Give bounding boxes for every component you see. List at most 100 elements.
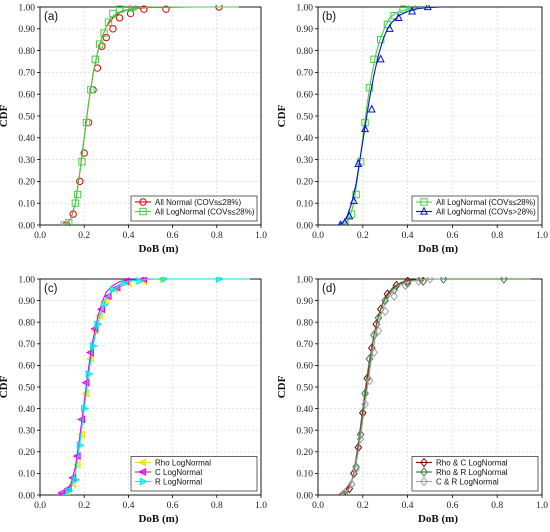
series-2: [337, 5, 442, 225]
x-tick-label: 0.8: [211, 501, 223, 511]
legend-swatch-marker: [139, 207, 147, 216]
y-tick-label: 0.20: [18, 178, 35, 188]
x-tick-label: 0.6: [446, 501, 458, 511]
data-point: [60, 221, 69, 225]
series-3: [61, 277, 250, 495]
y-tick-label: 0.70: [296, 340, 313, 350]
y-tick-label: 0.60: [18, 91, 35, 101]
x-axis-label: DoB (m): [418, 513, 458, 525]
data-point: [401, 280, 410, 291]
series-line: [340, 278, 442, 495]
panel-label: (d): [322, 283, 336, 295]
chart-panel-2: 0.0 0.2 0.4 0.6 0.8 1.0 0.00 0.10 0.20 0.30 0.40 0.…: [276, 3, 548, 255]
chart-panel-3: 0.0 0.2 0.4 0.6 0.8 1.0 0.00 0.10 0.20 0.30 0.40 0.…: [0, 275, 267, 525]
x-tick-label: 0.6: [446, 231, 458, 241]
y-tick-label: 0.60: [296, 362, 313, 372]
data-point: [140, 5, 148, 13]
x-tick-label: 0.8: [491, 231, 503, 241]
y-tick-label: 0.10: [296, 470, 313, 480]
chart-panel-1: 0.0 0.2 0.4 0.6 0.8 1.0 0.00 0.10 0.20 0.30 0.40 0.…: [0, 3, 267, 255]
x-tick-label: 0.0: [312, 231, 324, 241]
data-point: [80, 149, 88, 157]
x-tick-label: 0.4: [122, 231, 134, 241]
data-point: [390, 291, 399, 302]
y-tick-label: 0.10: [18, 200, 35, 210]
y-tick-label: 0.50: [18, 112, 35, 122]
legend-label: All LogNormal (COVs≤28%): [155, 207, 255, 216]
legend-label: Rho & R LogNormal: [436, 468, 508, 477]
panel-label: (c): [44, 283, 58, 295]
legend-label: Rho LogNormal: [155, 458, 211, 467]
data-point: [85, 370, 94, 379]
data-point: [115, 14, 124, 22]
y-tick-label: 1.00: [18, 3, 35, 13]
data-point: [367, 104, 376, 113]
data-point: [376, 54, 385, 63]
data-point: [120, 279, 129, 288]
legend: All LogNormal (COVs≤28%)All LogNormal (C…: [411, 195, 539, 222]
data-point: [89, 341, 98, 350]
data-point: [109, 9, 117, 18]
data-point: [109, 25, 117, 33]
data-point: [91, 55, 99, 64]
y-tick-label: 0.20: [296, 448, 313, 458]
data-point: [72, 475, 81, 484]
legend-item: C & R LogNormal: [416, 476, 499, 487]
y-tick-label: 0.20: [296, 178, 313, 188]
data-point: [370, 347, 378, 358]
data-point: [361, 124, 370, 133]
series-line: [337, 6, 442, 225]
data-point: [71, 199, 80, 207]
data-point: [352, 190, 360, 199]
legend-item: All LogNormal (COVs>28%): [416, 206, 536, 216]
legend-box: [130, 195, 258, 222]
data-point: [57, 488, 66, 495]
data-point: [94, 320, 103, 329]
chart-panel-4: 0.0 0.2 0.4 0.6 0.8 1.0 0.00 0.10 0.20 0.30 0.40 0.…: [276, 275, 548, 525]
legend-swatch-marker: [420, 467, 428, 477]
data-point: [81, 404, 90, 413]
data-point: [365, 83, 374, 92]
x-tick-label: 1.0: [255, 231, 267, 241]
legend-item: All Normal (COVs≤28%): [135, 198, 242, 207]
data-point: [394, 12, 403, 21]
y-tick-label: 0.00: [296, 491, 313, 501]
y-tick-label: 0.80: [18, 319, 35, 329]
data-point: [374, 326, 383, 336]
legend-item: C LogNormal: [135, 468, 202, 477]
legend-swatch-marker: [139, 198, 147, 206]
data-point: [160, 277, 169, 284]
y-tick-label: 0.50: [296, 383, 313, 393]
data-point: [98, 42, 106, 50]
y-tick-label: 0.40: [296, 405, 313, 415]
y-tick-label: 0.00: [296, 221, 313, 231]
y-tick-label: 0.10: [296, 200, 313, 210]
data-point: [399, 5, 407, 13]
x-tick-label: 1.0: [255, 501, 267, 511]
y-tick-label: 0.30: [18, 427, 35, 437]
legend-label: C & R LogNormal: [436, 477, 499, 486]
legend-box: [130, 456, 258, 492]
data-point: [341, 488, 349, 495]
y-tick-label: 0.90: [296, 297, 313, 307]
panel-label: (a): [44, 11, 58, 23]
series-line: [340, 278, 531, 495]
y-axis-label: CDF: [276, 375, 288, 398]
legend-box: [411, 456, 539, 492]
x-tick-label: 0.0: [34, 501, 46, 511]
legend-swatch-marker: [420, 457, 428, 468]
y-tick-label: 1.00: [296, 3, 313, 13]
y-tick-label: 0.50: [296, 112, 313, 122]
data-point: [439, 277, 448, 284]
y-tick-label: 0.60: [18, 362, 35, 372]
data-point: [426, 277, 434, 284]
y-tick-label: 0.90: [296, 25, 313, 35]
series-line: [66, 6, 239, 225]
data-point: [352, 464, 360, 474]
x-tick-label: 0.2: [357, 501, 369, 511]
data-point: [381, 306, 390, 317]
data-point: [78, 158, 86, 166]
y-tick-label: 0.40: [18, 134, 35, 144]
